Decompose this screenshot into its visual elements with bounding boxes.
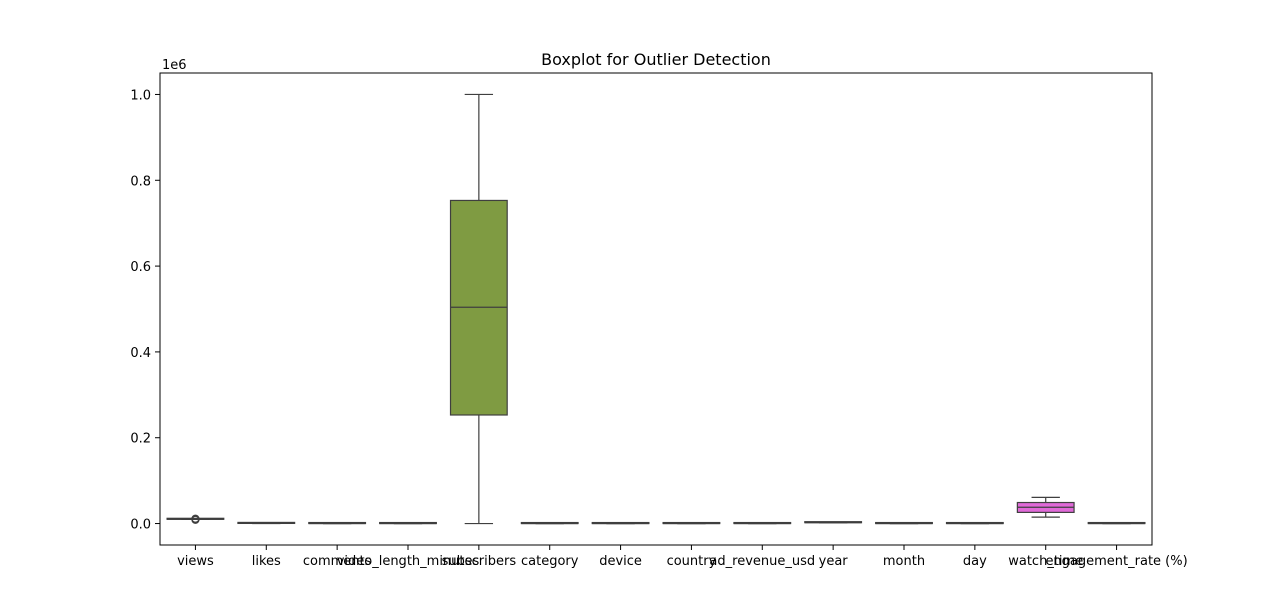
y-tick-label: 0.0 — [130, 518, 151, 533]
y-tick-label: 0.8 — [130, 174, 151, 189]
box-subscribers — [449, 93, 508, 525]
box-likes — [237, 521, 296, 525]
x-tick-label: ad_revenue_usd — [709, 554, 815, 569]
box-video-length-minutes — [379, 521, 437, 525]
x-tick-label: likes — [252, 554, 281, 569]
x-tick-label: comments — [303, 554, 372, 569]
box-watch-time — [1016, 496, 1075, 518]
x-tick-label: day — [963, 554, 987, 569]
x-tick-label: subscribers — [442, 554, 517, 569]
y-axis-offset-label: 1e6 — [162, 58, 187, 73]
x-tick-label: country — [667, 554, 717, 569]
axes-layer: 0.0 0.2 0.4 0.6 0.8 1.0 views likes commentsvide… — [130, 88, 1187, 569]
box-engagement-rate- — [1087, 521, 1146, 525]
x-tick-label: watch_time — [1008, 554, 1083, 569]
x-tick-label: device — [599, 554, 642, 569]
x-tick-label: video_length_minutes — [337, 554, 480, 569]
box-country — [662, 521, 721, 525]
y-tick-label: 0.2 — [130, 432, 151, 447]
box-month — [875, 521, 933, 525]
x-tick-label: year — [819, 554, 849, 569]
box-category — [520, 521, 579, 525]
outlier-point — [191, 514, 200, 523]
x-tick-label: engagement_rate (%) — [1045, 554, 1187, 569]
boxes-layer — [166, 93, 1146, 525]
x-tick-label: views — [177, 554, 214, 569]
x-tick-label: category — [521, 554, 579, 569]
x-tick-label: month — [883, 554, 925, 569]
box-ad-revenue-usd — [733, 521, 792, 525]
box-year — [804, 521, 863, 524]
box-comments — [308, 521, 367, 525]
y-tick-label: 0.6 — [130, 260, 151, 275]
box-day — [945, 521, 1004, 525]
chart-title: Boxplot for Outlier Detection — [541, 50, 771, 69]
box-views — [166, 514, 225, 524]
y-tick-label: 0.4 — [130, 346, 151, 361]
y-tick-label: 1.0 — [130, 88, 151, 103]
box-device — [591, 521, 650, 525]
plot-frame — [159, 72, 1153, 546]
